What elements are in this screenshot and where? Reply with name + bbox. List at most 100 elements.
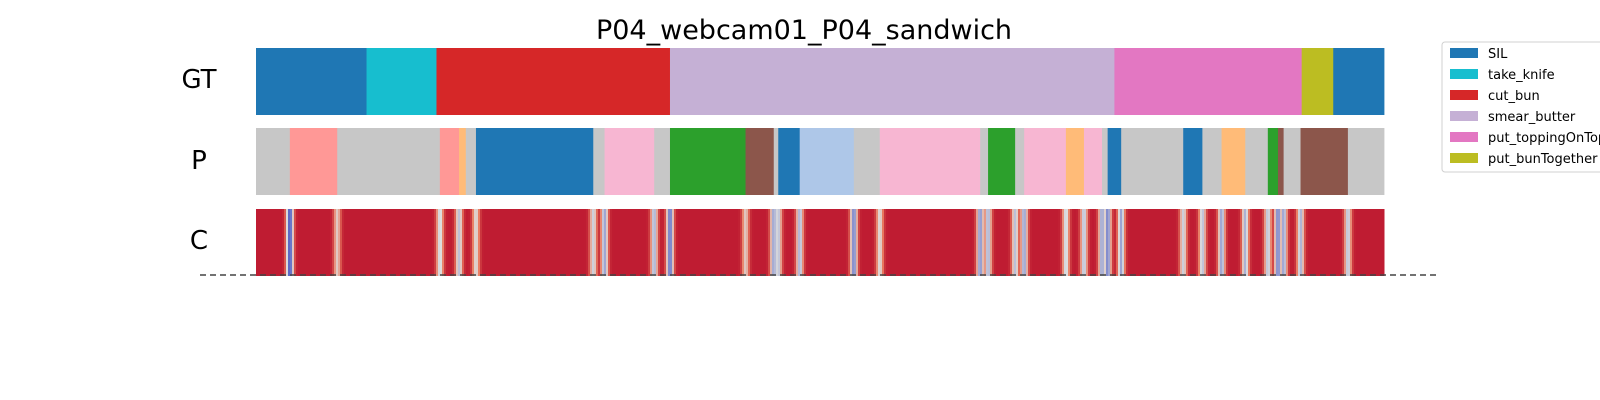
confidence-cell-0 xyxy=(256,209,259,276)
confidence-cell-493 xyxy=(1242,209,1245,276)
confidence-cell-356 xyxy=(968,209,971,276)
confidence-cell-16 xyxy=(288,209,291,276)
confidence-cell-497 xyxy=(1250,209,1253,276)
confidence-cell-406 xyxy=(1068,209,1071,276)
confidence-cell-195 xyxy=(646,209,649,276)
confidence-cell-74 xyxy=(404,209,407,276)
gt-segment-2 xyxy=(436,48,671,115)
confidence-cell-382 xyxy=(1020,209,1023,276)
confidence-cell-357 xyxy=(970,209,973,276)
confidence-cell-179 xyxy=(614,209,617,276)
confidence-cell-561 xyxy=(1378,209,1381,276)
confidence-cell-224 xyxy=(704,209,707,276)
confidence-cell-51 xyxy=(358,209,361,276)
confidence-cell-449 xyxy=(1154,209,1157,276)
confidence-cell-551 xyxy=(1358,209,1361,276)
confidence-cell-23 xyxy=(302,209,305,276)
confidence-cell-445 xyxy=(1146,209,1149,276)
confidence-cell-372 xyxy=(1000,209,1003,276)
p-segment-28 xyxy=(1221,128,1246,195)
confidence-cell-450 xyxy=(1156,209,1159,276)
confidence-cell-63 xyxy=(382,209,385,276)
confidence-cell-134 xyxy=(524,209,527,276)
confidence-cell-214 xyxy=(684,209,687,276)
confidence-cell-427 xyxy=(1110,209,1113,276)
p-segment-17 xyxy=(980,128,989,195)
p-segment-3 xyxy=(439,128,460,195)
confidence-cell-62 xyxy=(380,209,383,276)
confidence-cell-7 xyxy=(270,209,273,276)
confidence-cell-352 xyxy=(960,209,963,276)
confidence-cell-341 xyxy=(938,209,941,276)
confidence-cell-61 xyxy=(378,209,381,276)
confidence-cell-194 xyxy=(644,209,647,276)
confidence-cell-211 xyxy=(678,209,681,276)
confidence-cell-392 xyxy=(1040,209,1043,276)
confidence-cell-256 xyxy=(768,209,771,276)
confidence-cell-508 xyxy=(1272,209,1275,276)
confidence-cell-457 xyxy=(1170,209,1173,276)
confidence-cell-524 xyxy=(1304,209,1307,276)
confidence-cell-124 xyxy=(504,209,507,276)
confidence-cell-553 xyxy=(1362,209,1365,276)
confidence-cell-374 xyxy=(1004,209,1007,276)
confidence-cell-44 xyxy=(344,209,347,276)
confidence-cell-415 xyxy=(1086,209,1089,276)
confidence-cell-239 xyxy=(734,209,737,276)
confidence-cell-170 xyxy=(596,209,599,276)
confidence-cell-433 xyxy=(1122,209,1125,276)
row-label-c: C xyxy=(190,226,208,256)
confidence-cell-40 xyxy=(336,209,339,276)
confidence-cell-527 xyxy=(1310,209,1313,276)
confidence-cell-233 xyxy=(722,209,725,276)
confidence-cell-247 xyxy=(750,209,753,276)
confidence-cell-223 xyxy=(702,209,705,276)
confidence-cell-336 xyxy=(928,209,931,276)
confidence-cell-350 xyxy=(956,209,959,276)
confidence-cell-9 xyxy=(274,209,277,276)
confidence-cell-547 xyxy=(1350,209,1353,276)
confidence-cell-514 xyxy=(1284,209,1287,276)
confidence-cell-236 xyxy=(728,209,731,276)
confidence-cell-15 xyxy=(286,209,289,276)
p-segment-23 xyxy=(1102,128,1109,195)
confidence-cell-91 xyxy=(438,209,441,276)
confidence-cell-207 xyxy=(670,209,673,276)
confidence-cell-102 xyxy=(460,209,463,276)
confidence-cell-479 xyxy=(1214,209,1217,276)
confidence-cell-149 xyxy=(554,209,557,276)
confidence-cell-138 xyxy=(532,209,535,276)
confidence-cell-368 xyxy=(992,209,995,276)
confidence-cell-210 xyxy=(676,209,679,276)
confidence-cell-491 xyxy=(1238,209,1241,276)
confidence-cell-191 xyxy=(638,209,641,276)
confidence-cell-198 xyxy=(652,209,655,276)
confidence-cell-279 xyxy=(814,209,817,276)
confidence-cell-49 xyxy=(354,209,357,276)
confidence-cell-188 xyxy=(632,209,635,276)
confidence-cell-532 xyxy=(1320,209,1323,276)
confidence-cell-467 xyxy=(1190,209,1193,276)
confidence-cell-220 xyxy=(696,209,699,276)
confidence-cell-38 xyxy=(332,209,335,276)
confidence-cell-115 xyxy=(486,209,489,276)
gt-segment-1 xyxy=(366,48,437,115)
confidence-cell-366 xyxy=(988,209,991,276)
confidence-cell-448 xyxy=(1152,209,1155,276)
confidence-cell-552 xyxy=(1360,209,1363,276)
confidence-cell-253 xyxy=(762,209,765,276)
confidence-cell-347 xyxy=(950,209,953,276)
confidence-cell-460 xyxy=(1176,209,1179,276)
confidence-cell-127 xyxy=(510,209,513,276)
confidence-cell-82 xyxy=(420,209,423,276)
p-segment-19 xyxy=(1015,128,1025,195)
confidence-cell-286 xyxy=(828,209,831,276)
confidence-cell-358 xyxy=(972,209,975,276)
confidence-cell-98 xyxy=(452,209,455,276)
confidence-cell-234 xyxy=(724,209,727,276)
confidence-cell-520 xyxy=(1296,209,1299,276)
confidence-cell-249 xyxy=(754,209,757,276)
confidence-cell-58 xyxy=(372,209,375,276)
confidence-cell-100 xyxy=(456,209,459,276)
confidence-cell-209 xyxy=(674,209,677,276)
